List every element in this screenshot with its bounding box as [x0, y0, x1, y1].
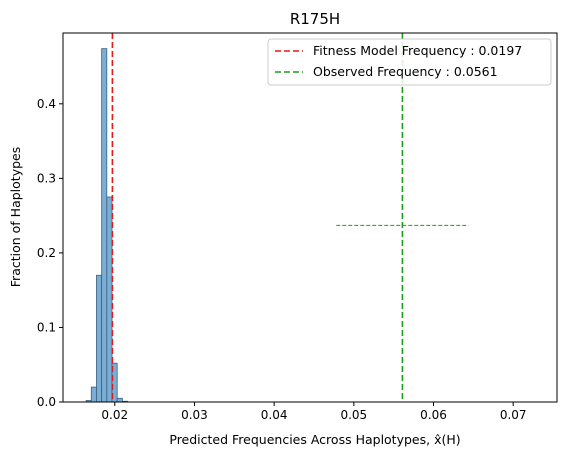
histogram-bar [116, 397, 123, 403]
y-axis-label: Fraction of Haplotypes [8, 147, 23, 287]
legend-box [267, 38, 552, 86]
x-tick-label: 0.04 [261, 408, 288, 422]
x-tick-label: 0.06 [420, 408, 447, 422]
histogram-bar [90, 386, 97, 403]
plot-frame [62, 32, 558, 403]
y-tick-label: 0.3 [37, 171, 56, 185]
x-tick-label: 0.03 [181, 408, 208, 422]
x-axis-label: Predicted Frequencies Across Haplotypes,… [169, 432, 460, 447]
legend-label: Fitness Model Frequency : 0.0197 [313, 43, 522, 58]
x-tick-label: 0.02 [101, 408, 128, 422]
y-tick-label: 0.1 [37, 320, 56, 334]
y-tick-label: 0.2 [37, 246, 56, 260]
histogram-bar [96, 274, 103, 403]
histogram-bars [85, 48, 128, 403]
histogram-bar [106, 196, 113, 403]
reference-lines [111, 33, 404, 402]
legend: Fitness Model Frequency : 0.0197 Observed… [267, 38, 552, 86]
legend-label: Observed Frequency : 0.0561 [313, 64, 498, 79]
chart-title: R175H [290, 10, 340, 28]
y-axis-ticks: 0.0 0.1 0.2 0.3 0.4 [37, 97, 63, 409]
x-axis-ticks: 0.02 0.03 0.04 0.05 0.06 0.07 [101, 402, 527, 422]
y-tick-label: 0.4 [37, 97, 56, 111]
y-tick-label: 0.0 [37, 395, 56, 409]
x-tick-label: 0.07 [500, 408, 527, 422]
x-tick-label: 0.05 [340, 408, 367, 422]
histogram-bar [101, 48, 108, 403]
